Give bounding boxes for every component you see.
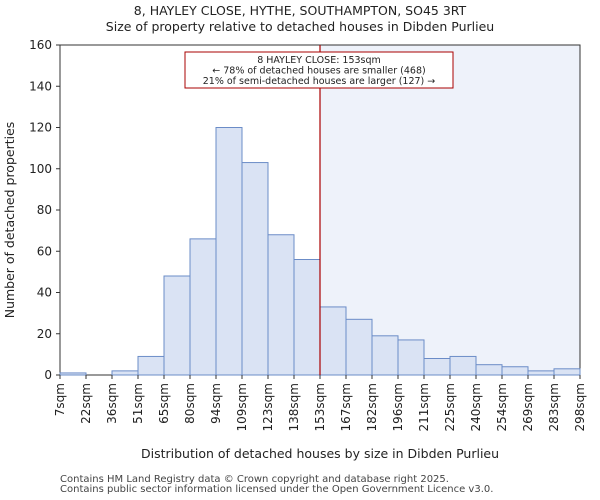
y-tick-label: 120	[29, 121, 52, 135]
bar-138sqm	[293, 259, 321, 376]
x-tick-label: 123sqm	[261, 383, 275, 431]
y-tick-label: 100	[29, 162, 52, 176]
bar-109sqm	[241, 162, 269, 376]
bar-36sqm	[111, 370, 139, 376]
bar-123sqm	[267, 234, 295, 376]
x-tick-label: 138sqm	[287, 383, 301, 431]
y-tick-label: 80	[37, 203, 52, 217]
x-tick-label: 182sqm	[365, 383, 379, 431]
x-tick-label: 51sqm	[131, 383, 145, 424]
x-tick-label: 109sqm	[235, 383, 249, 431]
bar-211sqm	[423, 358, 451, 376]
x-axis-label: Distribution of detached houses by size …	[141, 446, 499, 461]
x-tick-label: 225sqm	[443, 383, 457, 431]
bar-225sqm	[449, 355, 477, 376]
bar-51sqm	[137, 355, 165, 376]
y-tick-label: 40	[37, 286, 52, 300]
x-tick-label: 7sqm	[53, 383, 67, 416]
x-tick-label: 196sqm	[391, 383, 405, 431]
y-axis-label: Number of detached properties	[2, 122, 17, 319]
x-tick-label: 298sqm	[573, 383, 587, 431]
y-tick-label: 60	[37, 244, 52, 258]
y-tick-label: 0	[44, 368, 52, 382]
x-tick-label: 94sqm	[209, 383, 223, 424]
x-tick-label: 254sqm	[495, 383, 509, 431]
bar-65sqm	[163, 275, 191, 376]
bar-80sqm	[189, 238, 217, 376]
histogram-chart: 0 20 40 60 80 100 120 140 160 7sqm 22sqm 36sqm 51sqm…	[2, 38, 587, 461]
bar-167sqm	[345, 318, 373, 376]
x-tick-label: 167sqm	[339, 383, 353, 431]
bar-7sqm	[59, 372, 87, 376]
annotation-line: ← 78% of detached houses are smaller (46…	[212, 66, 425, 77]
annotation-box	[184, 51, 454, 89]
x-tick-label: 22sqm	[79, 383, 93, 424]
x-tick-label: 283sqm	[547, 383, 561, 431]
bar-182sqm	[371, 335, 399, 376]
footer-licence: Contains public sector information licen…	[60, 484, 494, 495]
bar-94sqm	[215, 127, 243, 376]
bar-240sqm	[475, 364, 503, 376]
x-tick-label: 80sqm	[183, 383, 197, 424]
x-tick-label: 269sqm	[521, 383, 535, 431]
footer-copyright: Contains HM Land Registry data © Crown c…	[60, 474, 449, 485]
bar-254sqm	[501, 366, 529, 376]
annotation-line: 21% of semi-detached houses are larger (…	[203, 76, 436, 87]
x-tick-label: 65sqm	[157, 383, 171, 424]
y-tick-label: 140	[29, 79, 52, 93]
bar-153sqm	[319, 306, 347, 376]
y-tick-label: 160	[29, 38, 52, 52]
y-tick-label: 20	[37, 327, 52, 341]
x-tick-label: 240sqm	[469, 383, 483, 431]
bar-283sqm	[553, 368, 581, 376]
annotation-line: 8 HAYLEY CLOSE: 153sqm	[257, 55, 381, 66]
bar-196sqm	[397, 339, 425, 376]
bar-269sqm	[527, 370, 555, 376]
chart-subtitle: Size of property relative to detached ho…	[105, 19, 495, 34]
chart-title: 8, HAYLEY CLOSE, HYTHE, SOUTHAMPTON, SO4…	[133, 3, 467, 18]
x-tick-label: 153sqm	[313, 383, 327, 431]
x-tick-label: 36sqm	[105, 383, 119, 424]
x-tick-label: 211sqm	[417, 383, 431, 431]
